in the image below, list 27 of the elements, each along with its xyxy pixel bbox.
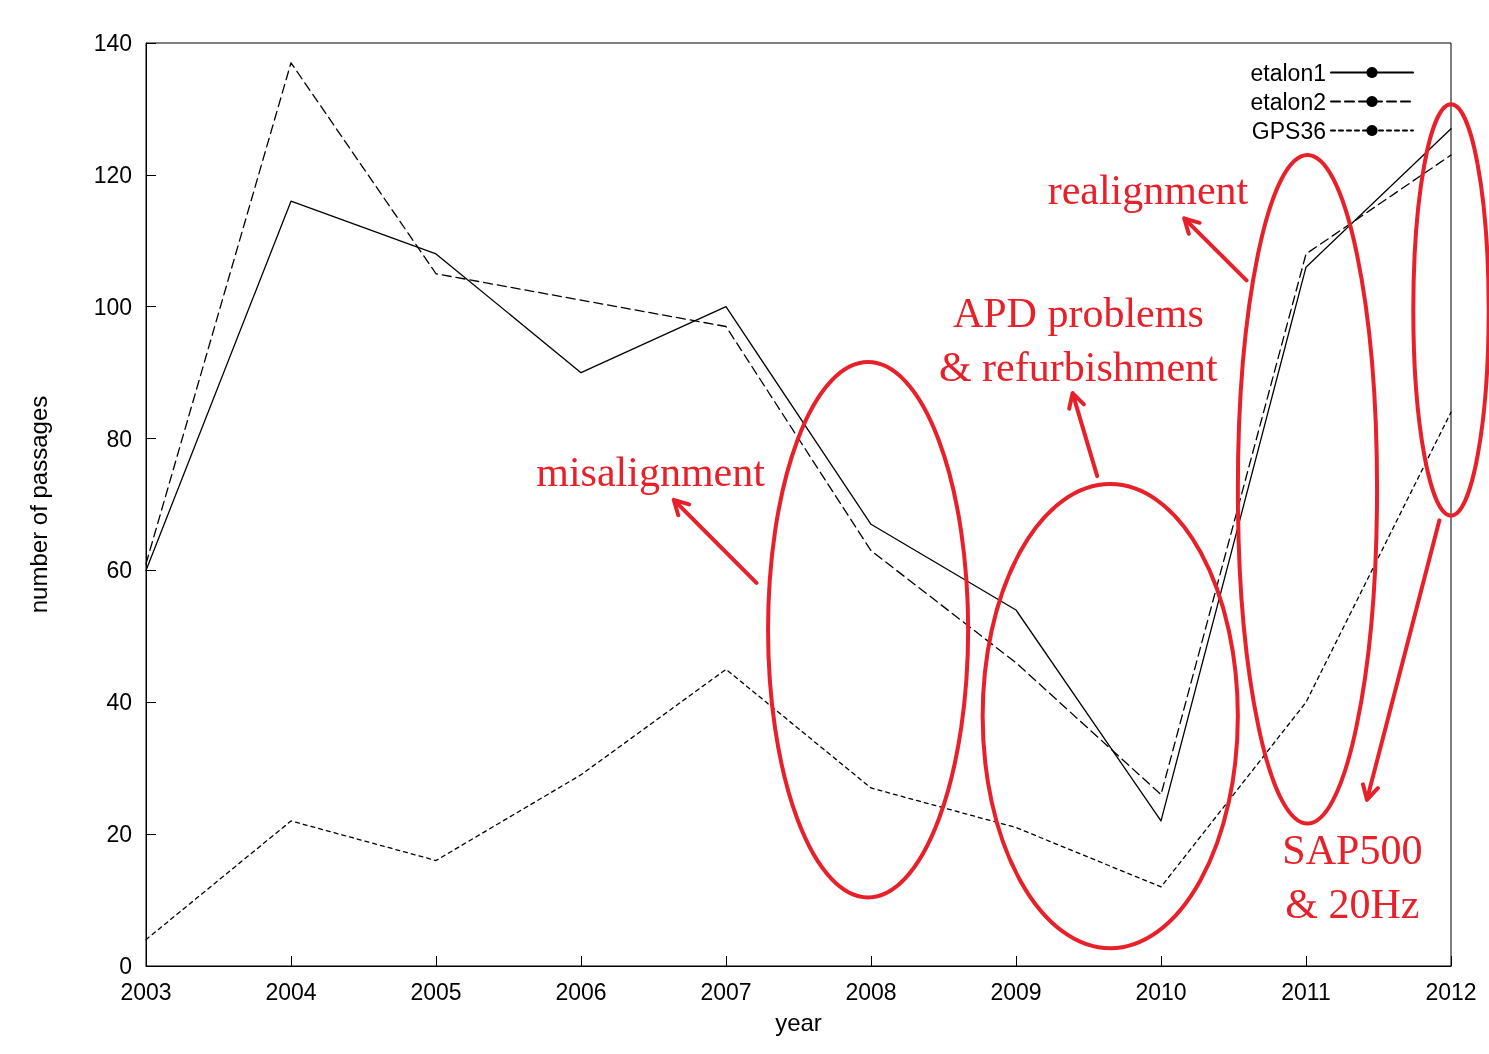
x-axis-title: year (775, 1008, 822, 1036)
annotation: APD problems & refurbishment (938, 289, 1219, 390)
y-tick-label: 80 (106, 425, 132, 452)
x-tick-label: 2012 (1425, 978, 1477, 1005)
x-tick-label: 2005 (410, 978, 462, 1005)
x-tick-label: 2009 (990, 978, 1042, 1005)
y-tick-label: 20 (106, 821, 132, 848)
x-tick-label: 2008 (845, 978, 897, 1005)
x-tick-label: 2011 (1281, 978, 1331, 1005)
legend-label: GPS36 (1251, 117, 1326, 144)
annotation: misalignment (536, 448, 766, 495)
y-axis-title: number of passages (24, 395, 52, 614)
y-tick-label: 120 (93, 161, 132, 188)
x-tick-label: 2007 (700, 978, 752, 1005)
y-tick-label: 60 (106, 557, 132, 584)
x-tick-label: 2003 (120, 978, 172, 1005)
y-tick-label: 140 (93, 30, 132, 56)
x-tick-label: 2004 (265, 978, 317, 1005)
x-tick-label: 2010 (1135, 978, 1187, 1005)
annotation: realignment (1047, 167, 1249, 214)
y-tick-label: 100 (93, 293, 132, 320)
y-tick-label: 0 (119, 953, 132, 979)
annotation: SAP500 & 20Hz (1282, 827, 1423, 927)
legend-label: etalon1 (1250, 59, 1326, 86)
x-tick-label: 2006 (555, 978, 607, 1005)
legend-label: etalon2 (1250, 88, 1326, 115)
y-tick-label: 40 (106, 689, 132, 716)
